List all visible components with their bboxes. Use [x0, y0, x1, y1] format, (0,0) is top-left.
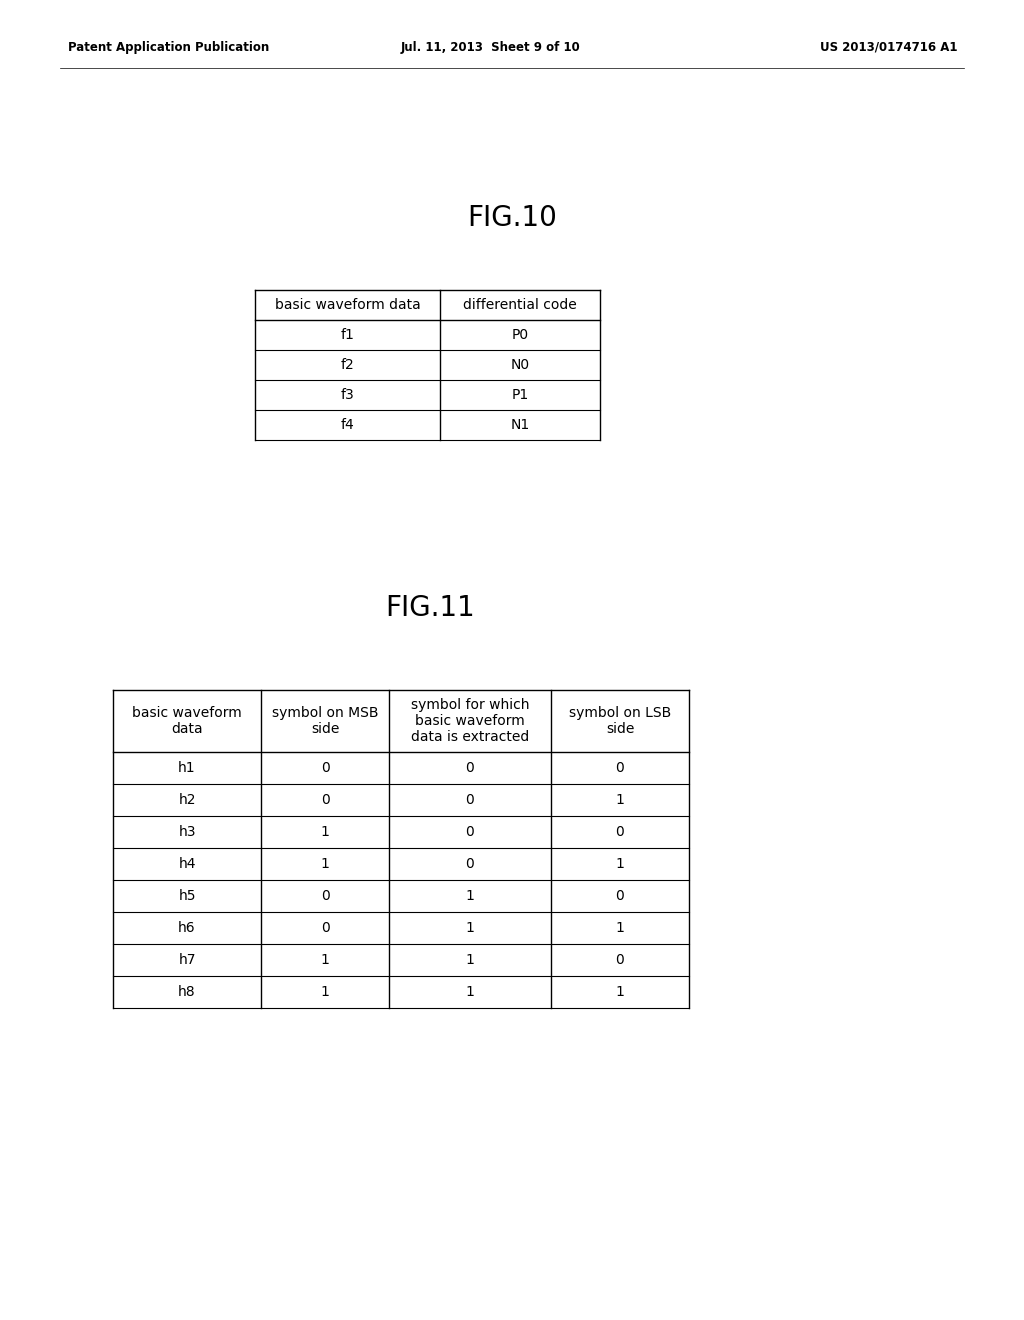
- Text: FIG.11: FIG.11: [385, 594, 475, 622]
- Text: 1: 1: [466, 888, 474, 903]
- Text: 0: 0: [466, 857, 474, 871]
- Text: 0: 0: [615, 953, 625, 968]
- Text: P0: P0: [511, 327, 528, 342]
- Text: h3: h3: [178, 825, 196, 840]
- Text: 0: 0: [321, 888, 330, 903]
- Text: h6: h6: [178, 921, 196, 935]
- Text: 1: 1: [321, 857, 330, 871]
- Text: 1: 1: [466, 953, 474, 968]
- Text: differential code: differential code: [463, 298, 577, 312]
- Text: 0: 0: [466, 793, 474, 807]
- Text: 1: 1: [615, 985, 625, 999]
- Text: 0: 0: [466, 762, 474, 775]
- Text: 0: 0: [321, 793, 330, 807]
- Text: 0: 0: [615, 825, 625, 840]
- Text: 1: 1: [615, 857, 625, 871]
- Text: 0: 0: [321, 921, 330, 935]
- Text: f3: f3: [341, 388, 354, 403]
- Text: Patent Application Publication: Patent Application Publication: [68, 41, 269, 54]
- Text: US 2013/0174716 A1: US 2013/0174716 A1: [820, 41, 958, 54]
- Text: h5: h5: [178, 888, 196, 903]
- Text: FIG.10: FIG.10: [467, 205, 557, 232]
- Text: 0: 0: [321, 762, 330, 775]
- Text: 1: 1: [321, 825, 330, 840]
- Text: h1: h1: [178, 762, 196, 775]
- Text: 0: 0: [615, 888, 625, 903]
- Text: symbol on LSB
side: symbol on LSB side: [569, 706, 671, 737]
- Text: N1: N1: [510, 418, 529, 432]
- Text: basic waveform
data: basic waveform data: [132, 706, 242, 737]
- Text: 1: 1: [615, 921, 625, 935]
- Text: 1: 1: [466, 985, 474, 999]
- Text: f1: f1: [341, 327, 354, 342]
- Text: 1: 1: [615, 793, 625, 807]
- Text: f4: f4: [341, 418, 354, 432]
- Text: Jul. 11, 2013  Sheet 9 of 10: Jul. 11, 2013 Sheet 9 of 10: [400, 41, 580, 54]
- Text: N0: N0: [510, 358, 529, 372]
- Text: 0: 0: [615, 762, 625, 775]
- Text: f2: f2: [341, 358, 354, 372]
- Text: symbol on MSB
side: symbol on MSB side: [271, 706, 378, 737]
- Text: h8: h8: [178, 985, 196, 999]
- Text: basic waveform data: basic waveform data: [274, 298, 421, 312]
- Text: 1: 1: [466, 921, 474, 935]
- Text: 0: 0: [466, 825, 474, 840]
- Text: 1: 1: [321, 953, 330, 968]
- Text: 1: 1: [321, 985, 330, 999]
- Text: h4: h4: [178, 857, 196, 871]
- Text: P1: P1: [511, 388, 528, 403]
- Text: h2: h2: [178, 793, 196, 807]
- Text: symbol for which
basic waveform
data is extracted: symbol for which basic waveform data is …: [411, 698, 529, 744]
- Text: h7: h7: [178, 953, 196, 968]
